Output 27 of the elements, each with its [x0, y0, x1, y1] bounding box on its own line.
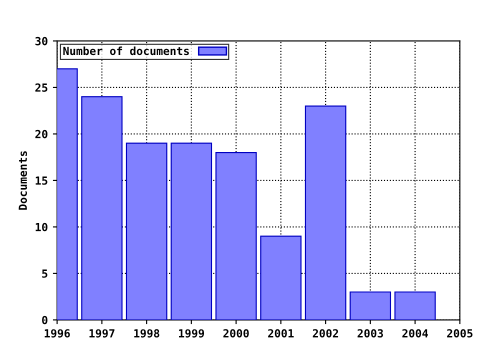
y-tick-label: 20 [35, 130, 48, 138]
y-tick-label: 0 [42, 316, 48, 324]
legend-label: Number of documents [63, 46, 189, 56]
x-tick-label: 1998 [134, 329, 160, 338]
x-tick-label: 2004 [402, 329, 428, 338]
x-tick-label: 2000 [223, 329, 249, 338]
bar [304, 105, 346, 320]
bar [126, 142, 168, 320]
x-tick-label: 1999 [179, 329, 204, 338]
x-tick-label: 1997 [90, 329, 114, 338]
x-tick-label: 1996 [44, 329, 70, 338]
y-axis-title: Documents [18, 151, 28, 210]
y-tick-label: 10 [36, 222, 48, 232]
bar [350, 291, 392, 320]
x-tick-label: 2003 [358, 329, 384, 338]
y-tick-label: 5 [42, 270, 48, 278]
y-tick-label: 15 [36, 176, 48, 185]
y-tick-label: 30 [35, 36, 48, 46]
y-tick-label: 25 [35, 83, 48, 92]
bar [215, 152, 257, 320]
x-tick-label: 2005 [447, 329, 472, 338]
bar [170, 142, 212, 320]
x-tick-label: 2001 [268, 329, 294, 338]
bar [260, 236, 302, 320]
x-tick-label: 2002 [312, 329, 338, 338]
bar [394, 291, 436, 320]
bar [81, 96, 123, 320]
